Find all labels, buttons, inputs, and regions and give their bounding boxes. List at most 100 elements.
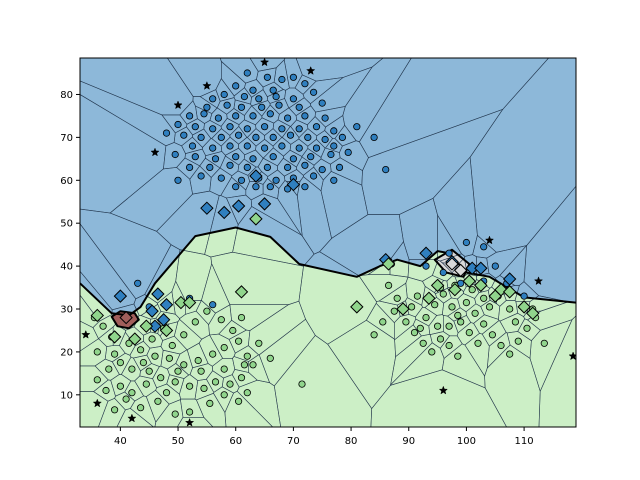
point-star xyxy=(438,385,448,395)
y-tick-label: 80 xyxy=(60,90,73,101)
point-circle xyxy=(226,380,234,388)
point-star xyxy=(306,66,316,75)
point-circle xyxy=(249,361,257,369)
point-diamond xyxy=(381,257,396,271)
point-circle xyxy=(137,404,145,412)
point-diamond xyxy=(151,287,165,301)
point-diamond xyxy=(107,330,122,344)
point-diamond xyxy=(249,212,263,226)
point-circle xyxy=(439,268,447,277)
point-circle xyxy=(165,354,173,362)
point-diamond xyxy=(453,263,468,278)
point-circle xyxy=(480,243,488,251)
point-circle xyxy=(462,298,470,307)
point-circle xyxy=(174,176,182,184)
point-circle xyxy=(283,114,292,122)
point-circle xyxy=(266,354,274,362)
point-circle xyxy=(335,163,344,171)
point-circle xyxy=(191,153,199,161)
point-circle xyxy=(243,142,251,150)
point-circle xyxy=(255,95,263,103)
y-tick-label: 30 xyxy=(60,305,73,316)
voronoi-cell xyxy=(523,185,576,303)
point-circle xyxy=(344,148,352,156)
point-diamond xyxy=(502,272,517,286)
voronoi-cell xyxy=(185,300,202,315)
point-star xyxy=(533,276,544,286)
point-circle xyxy=(154,397,162,405)
point-circle xyxy=(243,389,251,397)
point-circle xyxy=(226,123,234,131)
voronoi-cell xyxy=(447,287,464,300)
point-circle xyxy=(249,155,257,163)
point-circle xyxy=(384,281,393,289)
voronoi-cell xyxy=(155,383,182,405)
voronoi-cell xyxy=(236,379,281,427)
point-circle xyxy=(445,322,453,330)
y-tick-label: 10 xyxy=(60,390,73,401)
point-circle xyxy=(260,123,269,131)
point-circle xyxy=(379,318,387,326)
y-tick-label: 60 xyxy=(60,176,73,187)
voronoi-cell xyxy=(116,408,155,427)
point-circle xyxy=(93,376,101,384)
point-circle xyxy=(157,374,165,382)
voronoi-cell xyxy=(474,278,491,293)
point-circle xyxy=(240,93,248,101)
point-circle xyxy=(506,305,514,313)
point-circle xyxy=(312,144,321,152)
point-circle xyxy=(162,129,171,137)
voronoi-cell xyxy=(166,58,222,97)
point-diamond xyxy=(396,302,410,316)
point-circle xyxy=(232,82,240,90)
point-circle xyxy=(448,303,456,311)
point-circle xyxy=(116,382,125,390)
voronoi-cell xyxy=(249,58,286,72)
y-tick-label: 20 xyxy=(60,347,73,358)
boundary-minority-red xyxy=(110,310,140,330)
point-star xyxy=(127,413,137,423)
point-circle xyxy=(240,361,248,369)
point-diamond xyxy=(113,289,128,303)
point-diamond xyxy=(502,285,517,299)
point-circle xyxy=(93,348,101,356)
point-circle xyxy=(217,133,225,141)
point-circle xyxy=(419,339,427,347)
x-tick-label: 100 xyxy=(457,436,476,447)
point-circle xyxy=(485,303,494,311)
voronoi-cell xyxy=(451,257,468,278)
point-circle xyxy=(186,408,194,416)
point-diamond xyxy=(445,257,459,271)
voronoi-cell xyxy=(370,369,507,427)
point-circle xyxy=(304,133,312,141)
point-circle xyxy=(226,142,234,150)
point-diamond xyxy=(350,300,364,314)
point-circle xyxy=(203,103,211,111)
point-star xyxy=(484,235,495,245)
point-circle xyxy=(180,361,188,369)
point-circle xyxy=(197,367,205,375)
point-circle xyxy=(194,356,202,365)
point-circle xyxy=(353,123,361,131)
y-tick-label: 50 xyxy=(60,219,73,230)
point-diamond xyxy=(257,197,272,211)
point-circle xyxy=(330,142,338,150)
point-diamond xyxy=(286,177,301,192)
point-circle xyxy=(416,324,424,332)
voronoi-cell xyxy=(503,285,520,301)
point-circle xyxy=(445,249,453,257)
point-circle xyxy=(191,123,199,131)
point-circle xyxy=(260,144,269,152)
point-star xyxy=(202,81,212,90)
point-circle xyxy=(174,367,182,375)
point-circle xyxy=(309,88,318,96)
point-circle xyxy=(382,166,390,174)
point-circle xyxy=(237,313,246,322)
voronoi-cell xyxy=(469,58,576,253)
point-circle xyxy=(237,176,246,184)
voronoi-cell xyxy=(139,363,160,380)
point-diamond xyxy=(234,285,249,299)
point-circle xyxy=(197,172,205,180)
point-circle xyxy=(413,292,421,300)
point-circle xyxy=(272,93,280,101)
